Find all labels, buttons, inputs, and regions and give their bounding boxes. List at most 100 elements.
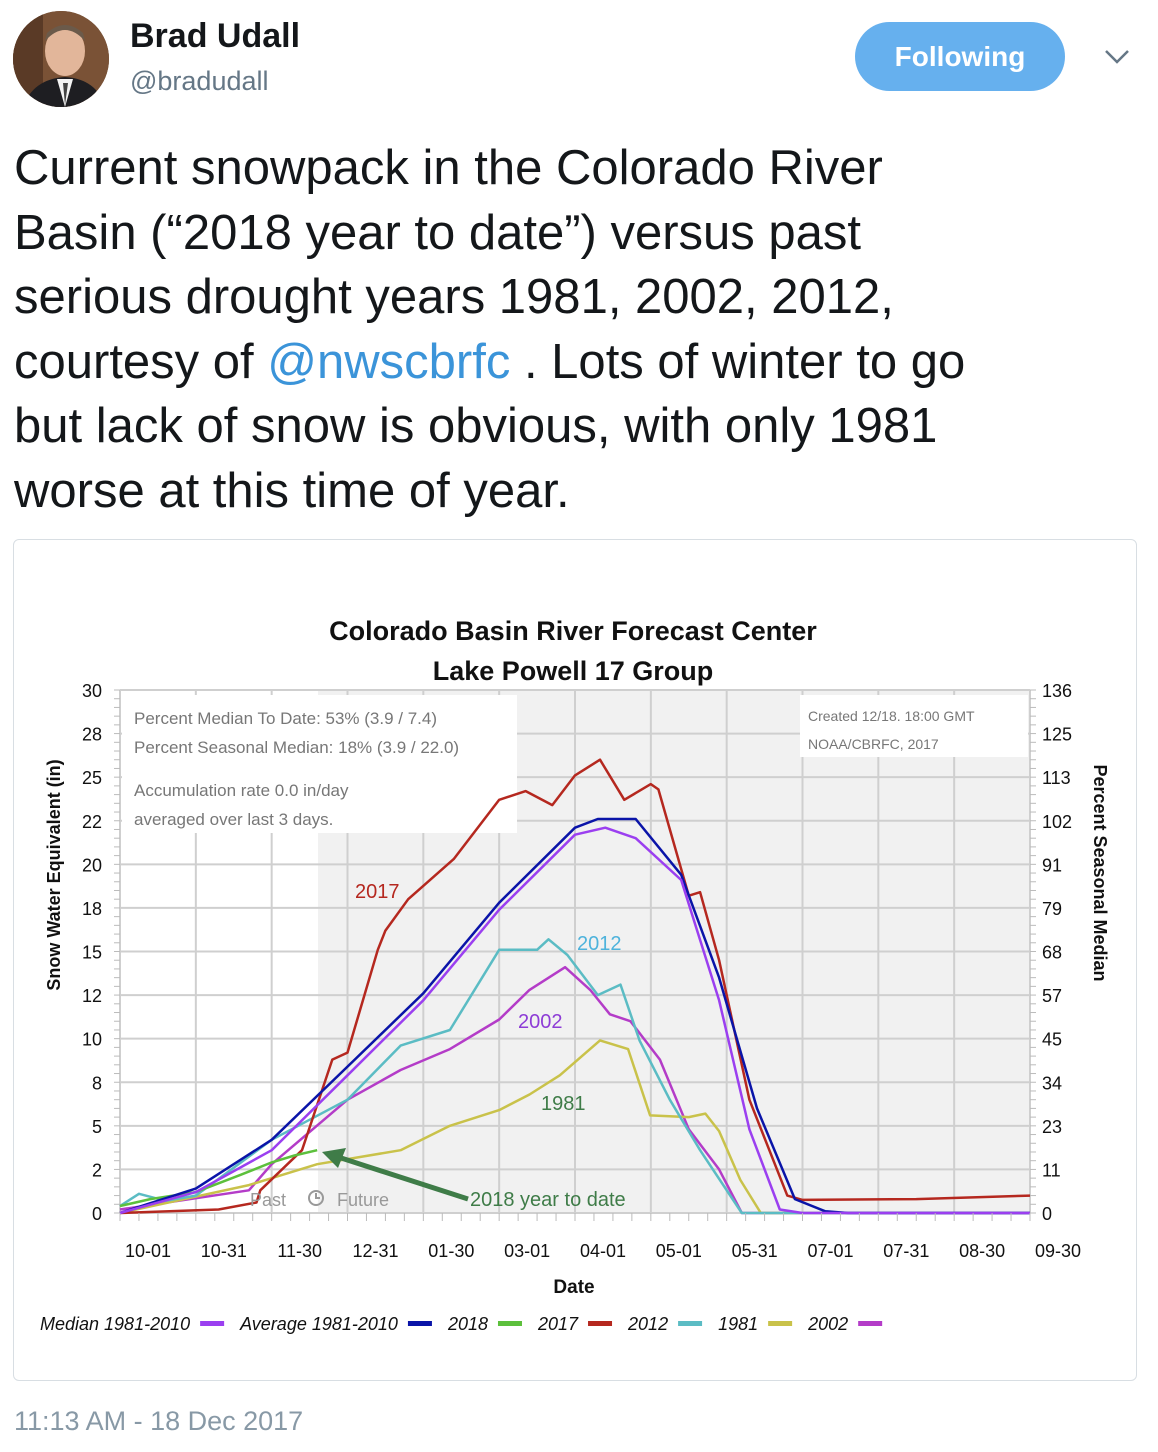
info-line: Accumulation rate 0.0 in/day (134, 781, 349, 800)
y2-tick-label: 68 (1042, 943, 1062, 963)
chart-title: Colorado Basin River Forecast Center (329, 616, 817, 646)
tweet-line: Basin (“2018 year to date”) versus past (14, 205, 862, 260)
series-line-average-1981-2010 (119, 817, 1030, 1215)
y2-tick-label: 0 (1042, 1204, 1052, 1224)
series-line-2012 (119, 938, 1030, 1215)
y2-tick-label: 79 (1042, 899, 1062, 919)
legend-swatch (497, 1321, 522, 1326)
label-2017: 2017 (355, 881, 400, 903)
x-tick-label: 04-01 (580, 1241, 626, 1261)
legend-label: 1981 (718, 1314, 758, 1334)
x-tick-label: 05-01 (656, 1241, 702, 1261)
chart-image-card[interactable]: Colorado Basin River Forecast Center Lak… (13, 539, 1137, 1381)
tweet-line: worse at this time of year. (14, 463, 570, 518)
x-tick-label: 03-01 (504, 1241, 550, 1261)
y-tick-label: 2 (92, 1160, 102, 1180)
y2-tick-label: 23 (1042, 1117, 1062, 1137)
info-line: averaged over last 3 days. (134, 810, 333, 829)
y2-tick-label: 11 (1042, 1160, 1061, 1180)
y-axis-label: Snow Water Equivalent (in) (44, 759, 64, 990)
tweet-line: Current snowpack in the Colorado River (14, 141, 883, 195)
x-tick-label: 07-01 (807, 1241, 853, 1261)
x-tick-label: 01-30 (428, 1241, 474, 1261)
x-tick-label: 10-31 (201, 1241, 247, 1261)
legend-swatch (768, 1321, 793, 1326)
legend-swatch (588, 1321, 613, 1326)
created-box (800, 695, 1028, 757)
user-handle[interactable]: @bradudall (130, 66, 269, 96)
series-line-2018 (119, 1148, 318, 1208)
y2-tick-label: 91 (1042, 855, 1062, 875)
legend-label: 2017 (537, 1314, 579, 1334)
y-tick-label: 0 (92, 1204, 102, 1224)
label-2012: 2012 (577, 933, 622, 955)
x-tick-label: 09-30 (1035, 1241, 1081, 1261)
x-tick-label: 11-30 (277, 1241, 322, 1261)
x-axis-label: Date (553, 1277, 594, 1298)
legend-label: 2002 (807, 1314, 848, 1334)
x-tick-label: 05-31 (732, 1241, 778, 1261)
arrow-icon (322, 1148, 469, 1202)
legend-swatch (407, 1321, 432, 1326)
y-tick-label: 10 (82, 1030, 102, 1050)
y-tick-label: 12 (82, 986, 102, 1006)
x-tick-label: 07-31 (883, 1241, 929, 1261)
y2-tick-label: 136 (1042, 681, 1072, 701)
avatar-photo (13, 11, 109, 107)
y-tick-label: 18 (82, 899, 102, 919)
label-1981: 1981 (541, 1093, 586, 1115)
y2-axis-label: Percent Seasonal Median (1090, 764, 1110, 981)
legend-label: Median 1981-2010 (40, 1314, 190, 1334)
info-line: Percent Seasonal Median: 18% (3.9 / 22.0… (134, 738, 459, 757)
tweet-line: serious drought years 1981, 2002, 2012, (14, 270, 894, 324)
info-line: Percent Median To Date: 53% (3.9 / 7.4) (134, 709, 437, 728)
legend-swatch (858, 1321, 883, 1326)
legend-label: 2012 (627, 1314, 668, 1334)
series-line-2017 (119, 758, 1031, 1215)
chart-subtitle: Lake Powell 17 Group (433, 656, 714, 686)
created-line: Created 12/18. 18:00 GMT (808, 708, 975, 724)
y-tick-label: 8 (92, 1073, 102, 1093)
y2-tick-label: 34 (1042, 1073, 1062, 1093)
legend-swatch (200, 1321, 225, 1326)
series-line-2002 (119, 965, 1030, 1215)
y-tick-label: 28 (82, 725, 102, 745)
x-tick-label: 08-30 (959, 1241, 1005, 1261)
tweet-line: courtesy of @nwscbrfc . Lots of winter t… (14, 330, 965, 395)
series-line-median-1981-2010 (119, 826, 1030, 1215)
y2-tick-label: 113 (1042, 768, 1071, 788)
tweet-text-segment: courtesy of (14, 334, 268, 389)
past-label: Past (250, 1190, 286, 1210)
legend-label: 2018 (447, 1314, 488, 1334)
y-tick-label: 22 (82, 812, 102, 832)
x-tick-label: 12-31 (352, 1241, 398, 1261)
clock-icon (308, 1190, 324, 1206)
y2-tick-label: 45 (1042, 1030, 1062, 1050)
more-options-chevron-down-icon[interactable] (1100, 44, 1134, 70)
following-button[interactable]: Following (855, 22, 1065, 91)
snowpack-chart: Colorado Basin River Forecast Center Lak… (40, 616, 1110, 1334)
label-2002: 2002 (518, 1011, 563, 1033)
x-tick-label: 10-01 (125, 1241, 171, 1261)
label-2018-year-to-date: 2018 year to date (470, 1189, 626, 1211)
y-tick-label: 30 (82, 681, 102, 701)
tweet-text: Current snowpack in the Colorado River B… (14, 136, 965, 523)
y-tick-label: 15 (82, 943, 102, 963)
y2-tick-label: 57 (1042, 986, 1062, 1006)
legend-swatch (678, 1321, 703, 1326)
avatar[interactable] (13, 11, 109, 107)
tweet-timestamp[interactable]: 11:13 AM - 18 Dec 2017 (14, 1406, 304, 1436)
tweet-line: but lack of snow is obvious, with only 1… (14, 399, 938, 453)
mention-link[interactable]: @nwscbrfc (267, 334, 511, 389)
future-label: Future (337, 1190, 389, 1210)
series-line-1981 (119, 1039, 1030, 1215)
y-tick-label: 25 (82, 768, 102, 788)
y2-tick-label: 125 (1042, 725, 1072, 745)
y-tick-label: 20 (82, 855, 102, 875)
user-name[interactable]: Brad Udall (130, 17, 301, 55)
tweet-text-segment: . Lots of winter to go (510, 334, 966, 389)
info-box (122, 695, 517, 833)
legend-label: Average 1981-2010 (239, 1314, 398, 1334)
y-tick-label: 5 (92, 1117, 102, 1137)
y2-tick-label: 102 (1042, 812, 1072, 832)
